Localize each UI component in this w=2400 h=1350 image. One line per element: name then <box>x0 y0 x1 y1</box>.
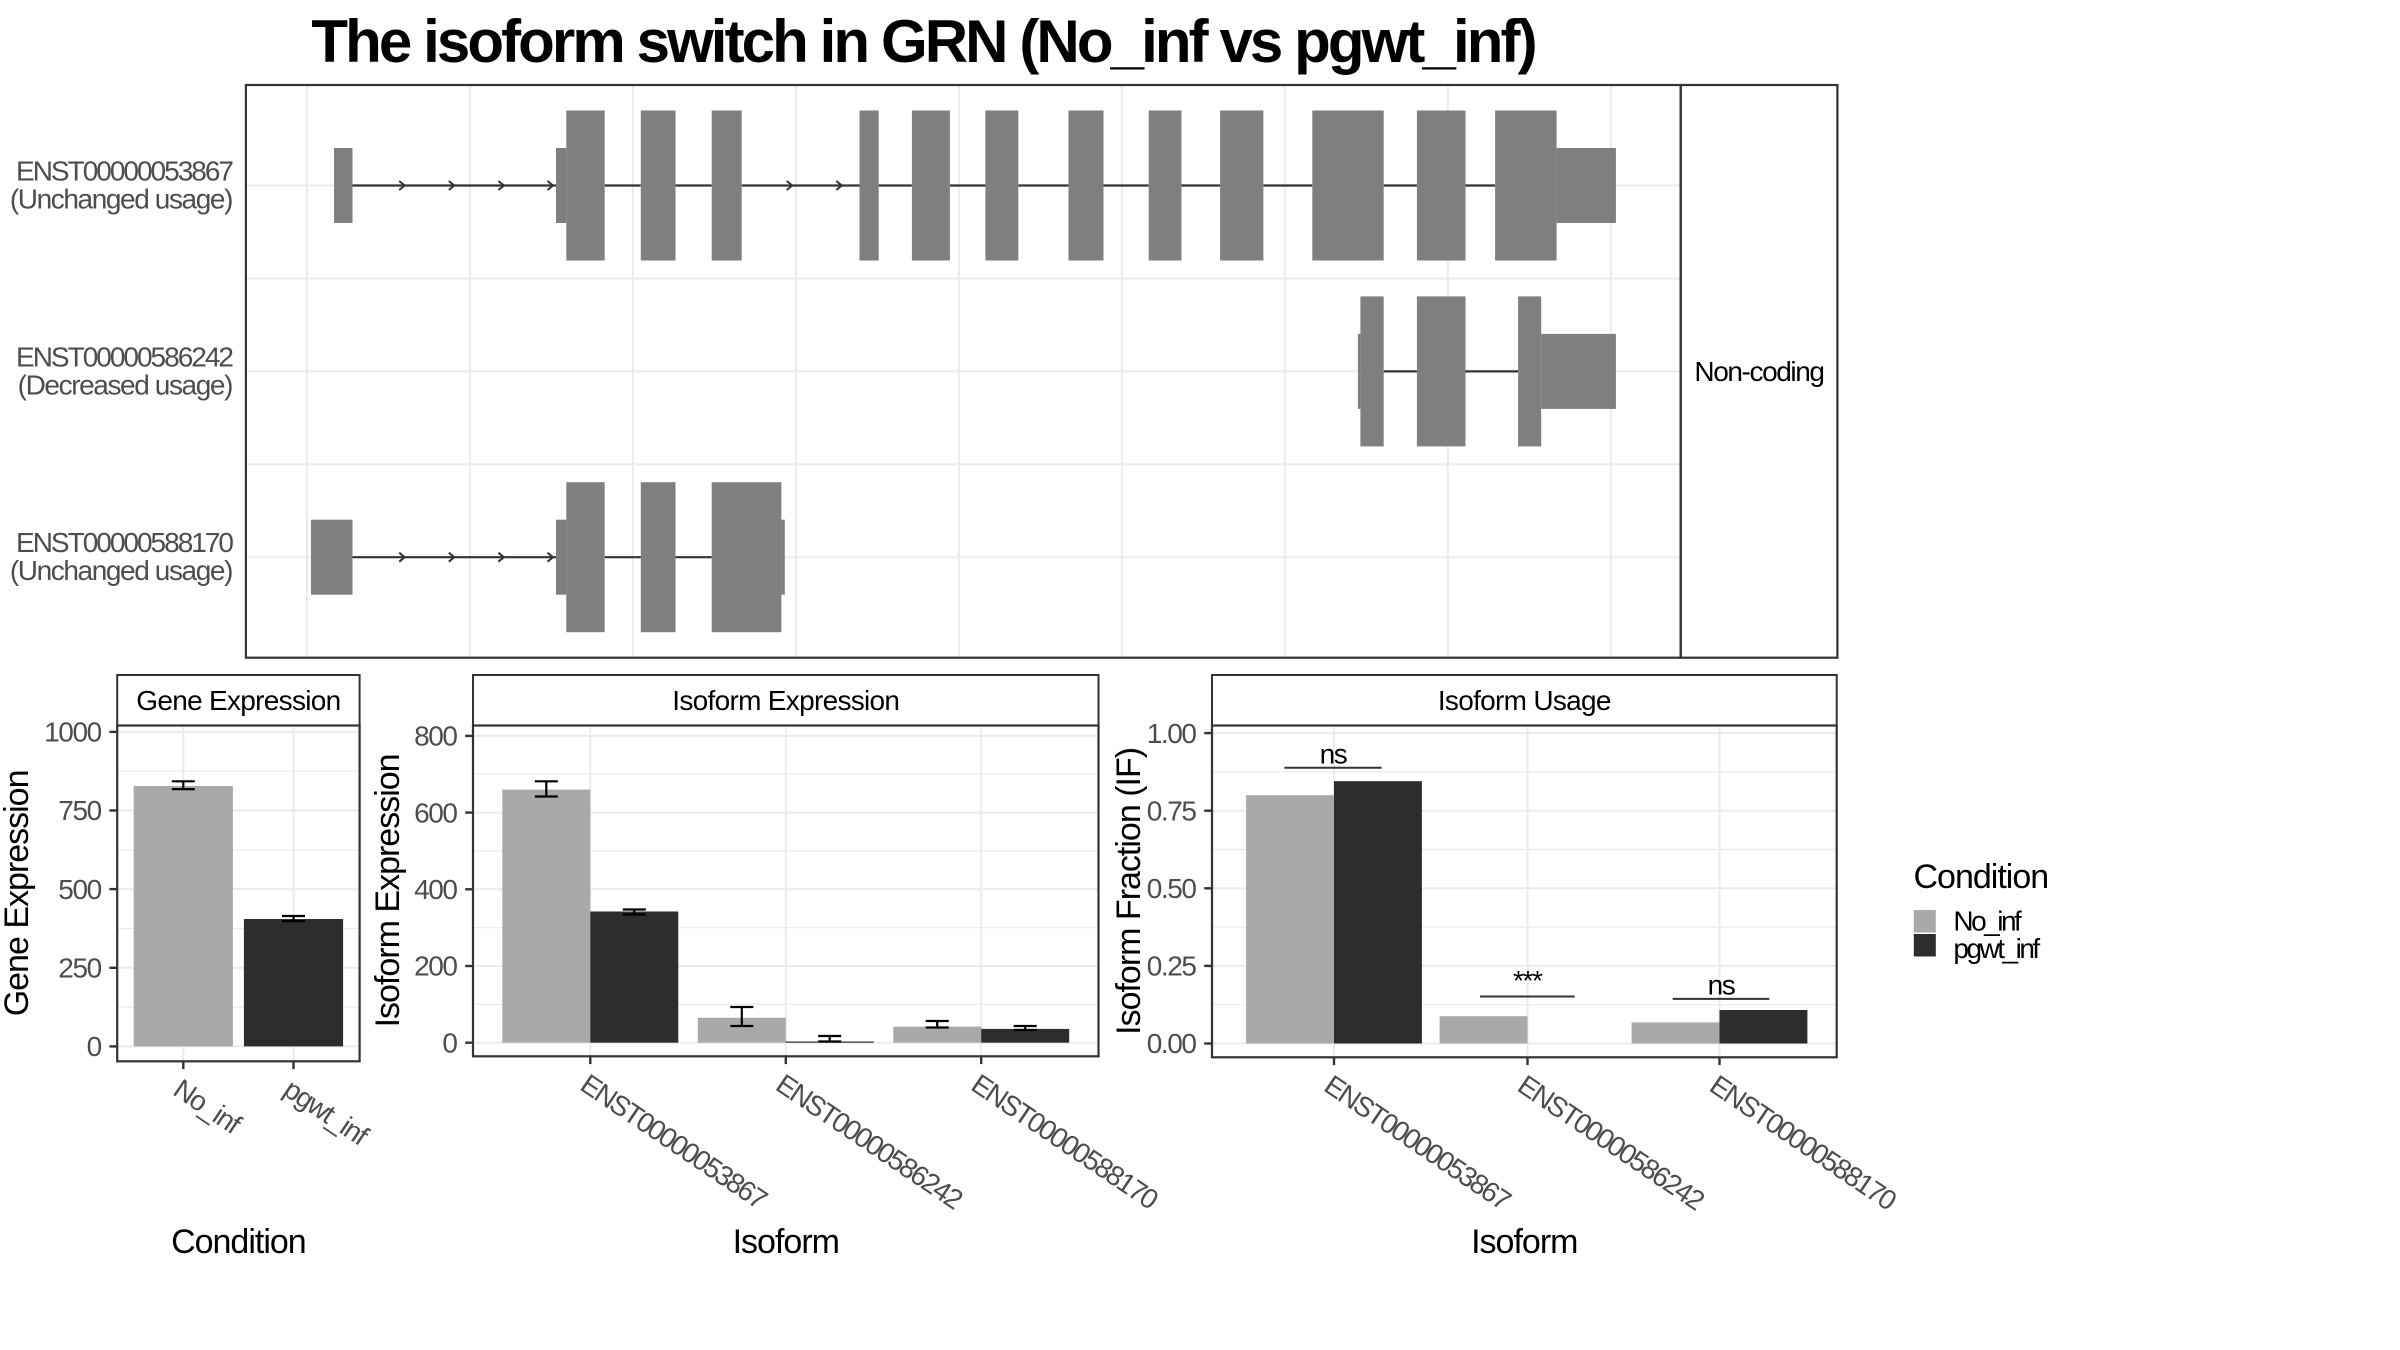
svg-text:250: 250 <box>58 953 101 984</box>
svg-text:400: 400 <box>414 874 457 905</box>
svg-text:Non-coding: Non-coding <box>1694 356 1823 387</box>
svg-text:800: 800 <box>414 721 457 752</box>
svg-text:(Decreased usage): (Decreased usage) <box>18 369 232 400</box>
svg-text:600: 600 <box>414 797 457 828</box>
svg-text:Isoform: Isoform <box>733 1223 839 1261</box>
svg-text:***: *** <box>1513 965 1543 996</box>
svg-text:0: 0 <box>442 1027 457 1058</box>
svg-text:750: 750 <box>58 795 101 826</box>
svg-text:ENST00000588170: ENST00000588170 <box>16 527 233 558</box>
svg-text:Isoform Expression: Isoform Expression <box>369 754 407 1027</box>
svg-text:Gene Expression: Gene Expression <box>0 770 36 1016</box>
svg-text:0: 0 <box>87 1031 102 1062</box>
svg-text:Isoform Usage: Isoform Usage <box>1438 685 1611 716</box>
svg-text:Isoform Expression: Isoform Expression <box>672 685 899 716</box>
svg-text:500: 500 <box>58 874 101 905</box>
svg-text:0.75: 0.75 <box>1147 795 1197 826</box>
svg-text:0.25: 0.25 <box>1147 951 1197 982</box>
svg-text:1000: 1000 <box>44 717 102 748</box>
svg-text:Isoform: Isoform <box>1471 1223 1577 1261</box>
svg-text:pgwt_inf: pgwt_inf <box>1953 933 2040 964</box>
svg-text:200: 200 <box>414 951 457 982</box>
svg-text:0.00: 0.00 <box>1147 1028 1197 1059</box>
svg-text:The isoform switch in GRN (No_: The isoform switch in GRN (No_inf vs pgw… <box>311 8 1534 75</box>
svg-text:ENST00000053867: ENST00000053867 <box>16 156 233 187</box>
svg-text:Isoform Fraction (IF): Isoform Fraction (IF) <box>1110 748 1148 1035</box>
svg-text:(Unchanged usage): (Unchanged usage) <box>10 184 232 215</box>
svg-text:(Unchanged usage): (Unchanged usage) <box>10 555 232 586</box>
svg-text:Condition: Condition <box>171 1223 306 1261</box>
svg-text:0.50: 0.50 <box>1147 873 1197 904</box>
svg-text:No_inf: No_inf <box>1953 905 2022 936</box>
svg-text:ns: ns <box>1708 970 1735 1001</box>
svg-text:Condition: Condition <box>1914 858 2049 896</box>
svg-text:ENST00000586242: ENST00000586242 <box>16 341 233 372</box>
svg-text:1.00: 1.00 <box>1147 718 1197 749</box>
svg-text:ns: ns <box>1320 739 1347 770</box>
svg-text:Gene Expression: Gene Expression <box>136 685 340 716</box>
